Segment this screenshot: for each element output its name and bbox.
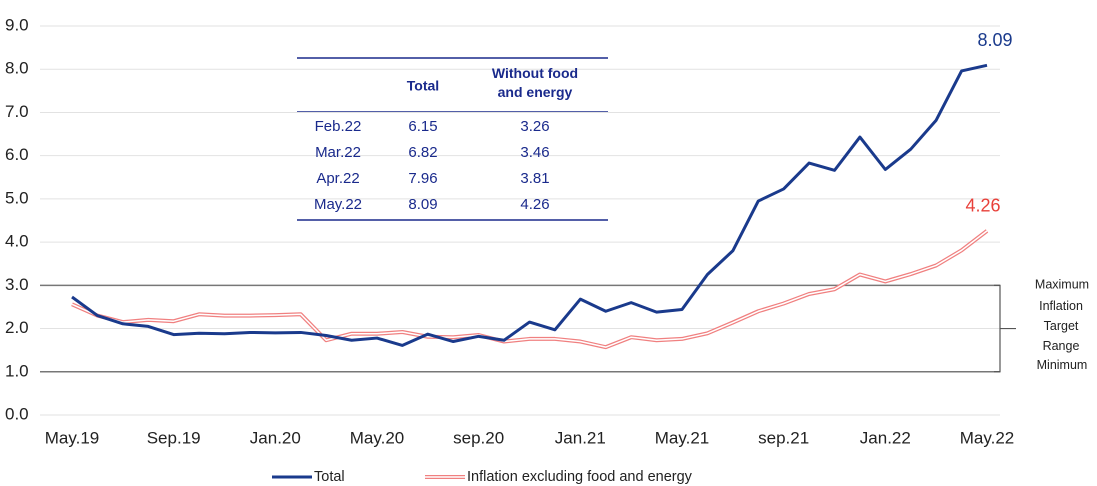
- table-cell: 3.46: [520, 144, 549, 161]
- x-tick-label: May.19: [45, 428, 100, 447]
- table-cell: 7.96: [408, 170, 437, 187]
- y-tick-label: 4.0: [5, 232, 29, 251]
- x-tick-label: Jan.21: [555, 428, 606, 447]
- table-cell: 3.26: [520, 118, 549, 135]
- range-bracket: [994, 284, 1016, 373]
- range-label: Inflation Target Range: [1039, 299, 1083, 354]
- x-tick-label: Sep.19: [147, 428, 201, 447]
- range-label-box: Inflation Target Range: [1039, 299, 1083, 354]
- y-tick-label: 5.0: [5, 188, 29, 207]
- core-line: [71, 229, 989, 350]
- y-tick-label: 2.0: [5, 318, 29, 337]
- total-line: [71, 63, 988, 347]
- x-tick-label: sep.21: [758, 428, 809, 447]
- table-header: Without food and energy: [491, 65, 579, 100]
- table-cell: 3.81: [520, 170, 549, 187]
- y-tick-label: 1.0: [5, 361, 29, 380]
- table-cell: May.22: [314, 196, 362, 213]
- x-tick-label: sep.20: [453, 428, 504, 447]
- x-tick-label: May.21: [655, 428, 710, 447]
- table-header-box: Without food and energy: [491, 65, 579, 100]
- end-label: 4.26: [965, 196, 1000, 216]
- legend-label: Inflation excluding food and energy: [467, 469, 693, 485]
- range-max-label: Maximum: [1035, 278, 1089, 292]
- x-tick-label: May.22: [960, 428, 1015, 447]
- end-label: 8.09: [977, 30, 1012, 50]
- table-cell: Mar.22: [315, 144, 361, 161]
- y-tick-label: 3.0: [5, 275, 29, 294]
- range-min-label: Minimum: [1037, 358, 1088, 372]
- table-cell: 4.26: [520, 196, 549, 213]
- y-tick-label: 0.0: [5, 404, 29, 423]
- table-cell: Feb.22: [315, 118, 362, 135]
- core-line-inner: [71, 230, 988, 348]
- x-tick-label: May.20: [350, 428, 405, 447]
- y-tick-label: 7.0: [5, 102, 29, 121]
- y-tick-label: 8.0: [5, 59, 29, 78]
- legend-label: Total: [314, 469, 345, 485]
- table-cell: 8.09: [408, 196, 437, 213]
- x-tick-label: Jan.22: [860, 428, 911, 447]
- x-tick-label: Jan.20: [250, 428, 301, 447]
- table-header: Total: [407, 78, 439, 94]
- table-cell: Apr.22: [316, 170, 359, 187]
- table-cell: 6.82: [408, 144, 437, 161]
- y-tick-label: 9.0: [5, 15, 29, 34]
- table-cell: 6.15: [408, 118, 437, 135]
- y-tick-label: 6.0: [5, 145, 29, 164]
